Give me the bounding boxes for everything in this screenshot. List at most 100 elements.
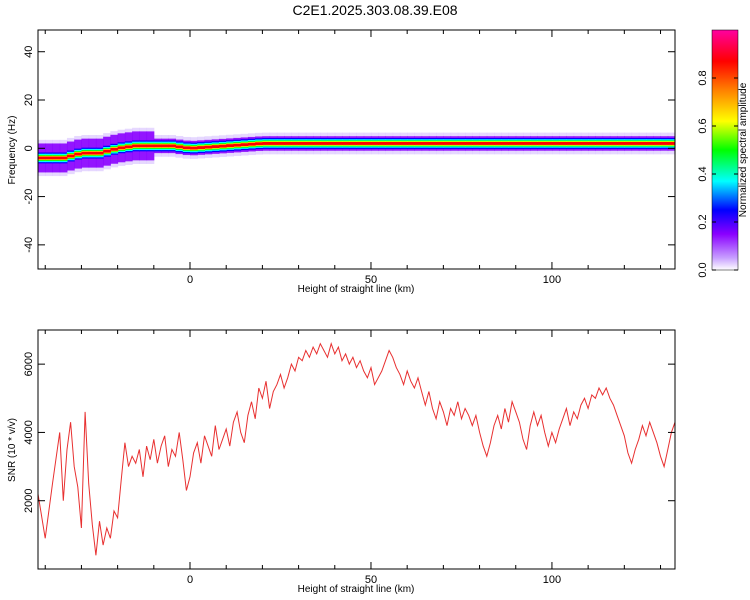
colorbar-tick-label: 0.0: [697, 262, 709, 277]
spectrogram-band-red: [284, 142, 292, 145]
colorbar-ticks: 0.0 0.2 0.4 0.6 0.8: [697, 70, 738, 278]
snr-y-tick-label: 4000: [23, 420, 35, 444]
spectrogram-band-red: [363, 142, 372, 145]
spectrogram-band-red: [624, 142, 633, 145]
spectrogram-band-red: [551, 142, 560, 145]
spectrogram-band-red: [494, 142, 502, 145]
spectrogram-band-red: [247, 142, 256, 146]
spectrogram-band-red: [95, 151, 104, 155]
spectrogram-panel: [38, 30, 675, 269]
spectrogram-band-red: [638, 142, 647, 145]
spectrogram-band-red: [211, 145, 220, 149]
spectrogram-band-red: [175, 145, 184, 149]
spectrogram-y-tick-label: 40: [23, 46, 35, 58]
spectrogram-band-red: [421, 142, 430, 145]
snr-x-tick-label: 0: [187, 574, 193, 586]
colorbar-label: Normalized spectral amplitude: [738, 82, 749, 217]
snr-ticks: 0 50 100 2000 4000 6000: [23, 330, 675, 586]
spectrogram-band-red: [124, 145, 133, 149]
spectrogram-band-red: [298, 142, 307, 145]
spectrogram-band-red: [479, 142, 488, 145]
colorbar-tick-label: 0.2: [697, 214, 709, 229]
spectrogram-band-red: [631, 142, 640, 145]
spectrogram-frame: [37, 29, 676, 270]
snr-y-label: SNR (10 * v/v): [7, 418, 18, 482]
spectrogram-band-red: [255, 142, 263, 146]
spectrogram-band-red: [660, 142, 669, 145]
snr-y-tick-label: 6000: [23, 352, 35, 376]
spectrogram-band-red: [399, 142, 408, 145]
spectrogram-band-red: [385, 142, 394, 145]
snr-frame: [37, 329, 676, 570]
spectrogram-band-red: [103, 149, 111, 153]
spectrogram-band-red: [580, 142, 589, 145]
spectrogram-band-red: [515, 142, 524, 145]
spectrogram-x-tick-label: 100: [543, 274, 561, 286]
spectrogram-band-red: [305, 142, 314, 145]
spectrogram-band-red: [276, 142, 285, 145]
spectrogram-band-red: [139, 144, 148, 148]
spectrogram-band-red: [667, 142, 675, 145]
spectrogram-band-red: [218, 144, 227, 148]
spectrogram-band-red: [52, 156, 61, 160]
spectrogram-band-red: [132, 144, 140, 148]
spectrogram-x-tick-label: 50: [365, 274, 377, 286]
spectrogram-band-red: [595, 142, 604, 145]
spectrogram-band-red: [559, 142, 567, 145]
spectrogram-band-red: [465, 142, 473, 145]
spectrogram-band-red: [320, 142, 329, 145]
spectrogram-band-red: [602, 142, 611, 145]
spectrogram-band-red: [38, 156, 46, 160]
spectrogram-band-red: [161, 144, 169, 148]
spectrogram-band-red: [240, 143, 249, 147]
spectrogram-band-red: [262, 142, 271, 145]
spectrogram-y-tick-label: 0: [23, 145, 35, 151]
spectrogram-band-red: [74, 152, 82, 156]
spectrogram-band-red: [530, 142, 538, 145]
spectrogram-x-label: Height of straight line (km): [298, 284, 415, 295]
snr-x-tick-label: 50: [365, 574, 377, 586]
chart-title: C2E1.2025.303.08.39.E08: [292, 2, 458, 18]
snr-x-tick-label: 100: [543, 574, 561, 586]
snr-y-tick-label: 2000: [23, 488, 35, 512]
spectrogram-band-red: [457, 142, 466, 145]
spectrogram-band-red: [443, 142, 452, 145]
spectrogram-band-red: [407, 142, 415, 145]
spectrogram-band-red: [204, 145, 213, 149]
colorbar-tick-label: 0.6: [697, 118, 709, 133]
snr-x-label: Height of straight line (km): [298, 584, 415, 595]
spectrogram-band-red: [313, 142, 321, 145]
spectrogram-band-red: [45, 156, 53, 160]
spectrogram-y-label: Frequency (Hz): [7, 116, 18, 185]
spectrogram-band-red: [81, 151, 90, 155]
spectrogram-y-tick-label: -40: [23, 237, 35, 253]
spectrogram-band-red: [486, 142, 495, 145]
spectrogram-band-red: [342, 142, 350, 145]
spectrogram-band-red: [617, 142, 625, 145]
spectrogram-band-red: [327, 142, 336, 145]
spectrogram-band-red: [226, 144, 234, 148]
spectrogram-band-red: [110, 147, 119, 151]
spectrogram-band-red: [609, 142, 618, 145]
spectrogram-band-red: [66, 154, 75, 158]
spectrogram-band-red: [291, 142, 300, 145]
spectrogram-y-tick-label: 20: [23, 94, 35, 106]
spectrogram-band-red: [428, 142, 437, 145]
spectrogram-band-red: [182, 146, 191, 150]
spectrogram-band-red: [501, 142, 510, 145]
spectrogram-band-red: [146, 144, 155, 148]
spectrogram-band-red: [653, 142, 662, 145]
spectrogram-band-red: [349, 142, 357, 145]
snr-series-line: [38, 342, 675, 556]
spectrogram-band-red: [436, 142, 444, 145]
spectrogram-band-red: [190, 146, 198, 150]
colorbar: [711, 29, 739, 271]
spectrogram-ticks: 0 50 100 -40 -20 0 20 40: [23, 30, 675, 286]
spectrogram-band-red: [334, 142, 343, 145]
spectrogram-band-red: [414, 142, 423, 145]
spectrogram-band-red: [508, 142, 517, 145]
spectrogram-y-tick-label: -20: [23, 189, 35, 205]
spectrogram-band-red: [544, 142, 553, 145]
spectrogram-band-red: [472, 142, 481, 145]
